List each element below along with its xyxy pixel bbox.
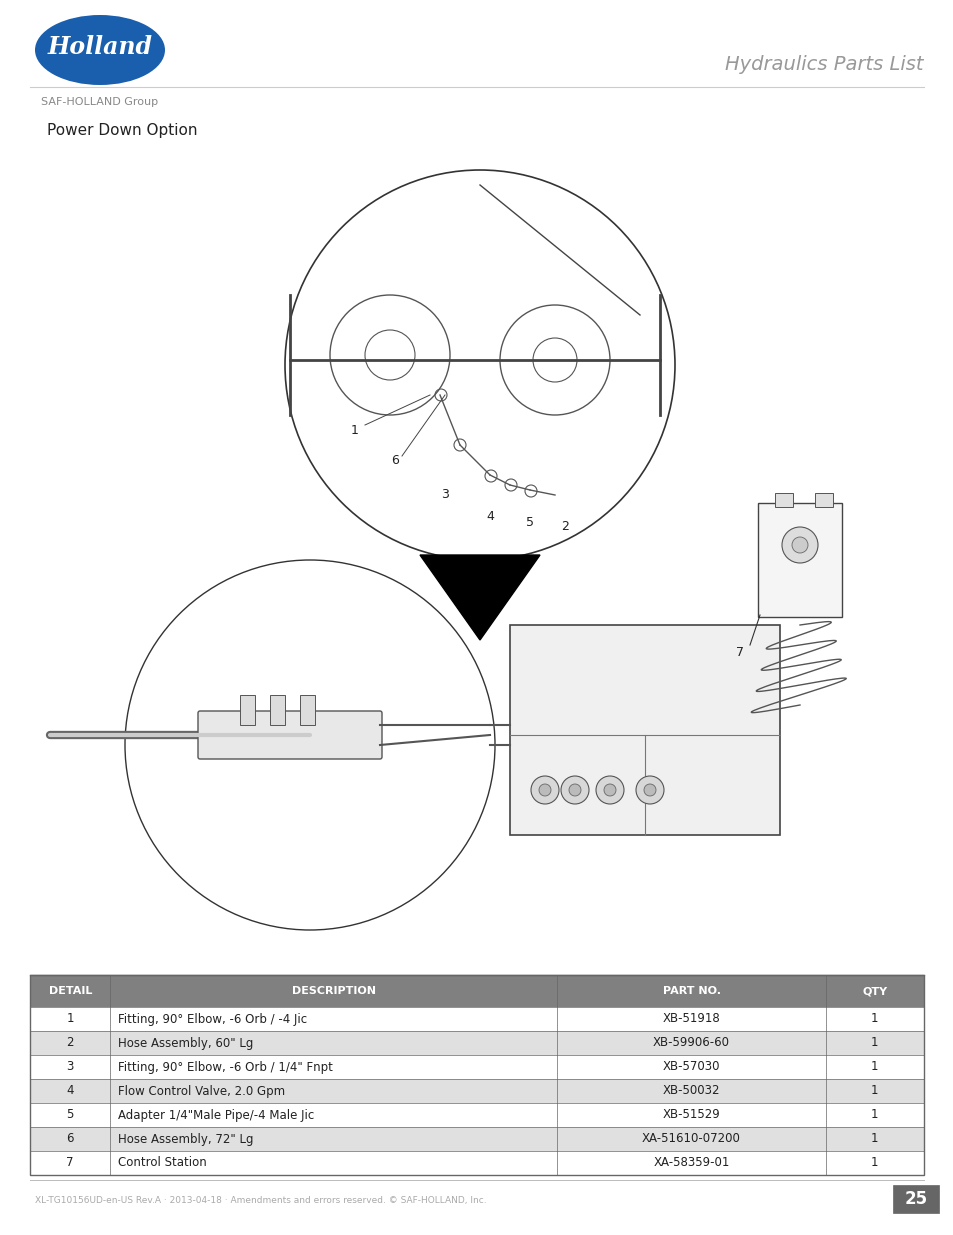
Circle shape [603, 784, 616, 797]
Text: 1: 1 [351, 424, 358, 436]
Text: 6: 6 [391, 453, 398, 467]
Text: 1: 1 [870, 1156, 878, 1170]
Text: XB-51918: XB-51918 [662, 1013, 720, 1025]
Circle shape [568, 784, 580, 797]
FancyBboxPatch shape [774, 493, 792, 508]
Text: Control Station: Control Station [118, 1156, 207, 1170]
Text: Hose Assembly, 72" Lg: Hose Assembly, 72" Lg [118, 1132, 253, 1146]
Text: Power Down Option: Power Down Option [47, 122, 197, 137]
Text: 3: 3 [67, 1061, 73, 1073]
Text: 1: 1 [870, 1013, 878, 1025]
Text: 1: 1 [870, 1132, 878, 1146]
Text: XB-51529: XB-51529 [662, 1109, 720, 1121]
Text: 2: 2 [67, 1036, 74, 1050]
Text: XA-58359-01: XA-58359-01 [653, 1156, 729, 1170]
Text: 25: 25 [903, 1191, 926, 1208]
Circle shape [531, 776, 558, 804]
Text: 3: 3 [440, 489, 449, 501]
Text: 2: 2 [560, 520, 568, 534]
Text: 5: 5 [525, 516, 534, 530]
FancyBboxPatch shape [892, 1186, 938, 1213]
Text: 4: 4 [67, 1084, 74, 1098]
Text: 1: 1 [67, 1013, 74, 1025]
Text: 1: 1 [870, 1109, 878, 1121]
Text: 1: 1 [870, 1061, 878, 1073]
FancyBboxPatch shape [30, 1031, 923, 1055]
FancyBboxPatch shape [30, 1079, 923, 1103]
Text: XB-57030: XB-57030 [662, 1061, 720, 1073]
Text: XB-59906-60: XB-59906-60 [653, 1036, 729, 1050]
FancyBboxPatch shape [30, 1128, 923, 1151]
Ellipse shape [35, 15, 165, 85]
FancyBboxPatch shape [240, 695, 254, 725]
FancyBboxPatch shape [814, 493, 832, 508]
Text: Hose Assembly, 60" Lg: Hose Assembly, 60" Lg [118, 1036, 253, 1050]
Text: PART NO.: PART NO. [662, 986, 720, 995]
Polygon shape [419, 555, 539, 640]
Text: 4: 4 [485, 510, 494, 524]
Circle shape [636, 776, 663, 804]
Text: 1: 1 [870, 1084, 878, 1098]
Text: 6: 6 [67, 1132, 74, 1146]
Text: 7: 7 [67, 1156, 74, 1170]
Text: Holland: Holland [48, 35, 152, 59]
FancyBboxPatch shape [30, 1055, 923, 1079]
FancyBboxPatch shape [30, 156, 923, 965]
Text: 7: 7 [735, 646, 743, 659]
FancyBboxPatch shape [198, 711, 381, 760]
Circle shape [538, 784, 551, 797]
Text: XL-TG10156UD-en-US Rev.A · 2013-04-18 · Amendments and errors reserved. © SAF-HO: XL-TG10156UD-en-US Rev.A · 2013-04-18 · … [35, 1195, 486, 1204]
Text: QTY: QTY [862, 986, 886, 995]
FancyBboxPatch shape [30, 1103, 923, 1128]
FancyBboxPatch shape [30, 1151, 923, 1174]
Text: XA-51610-07200: XA-51610-07200 [641, 1132, 740, 1146]
Text: XB-50032: XB-50032 [662, 1084, 720, 1098]
Circle shape [643, 784, 656, 797]
Text: Fitting, 90° Elbow, -6 Orb / -4 Jic: Fitting, 90° Elbow, -6 Orb / -4 Jic [118, 1013, 307, 1025]
FancyBboxPatch shape [30, 1007, 923, 1031]
Text: DETAIL: DETAIL [49, 986, 91, 995]
Text: Flow Control Valve, 2.0 Gpm: Flow Control Valve, 2.0 Gpm [118, 1084, 285, 1098]
Text: 1: 1 [870, 1036, 878, 1050]
Text: DESCRIPTION: DESCRIPTION [292, 986, 375, 995]
FancyBboxPatch shape [299, 695, 314, 725]
Text: ®: ® [153, 68, 162, 78]
Circle shape [560, 776, 588, 804]
Circle shape [781, 527, 817, 563]
FancyBboxPatch shape [30, 974, 923, 1007]
Text: SAF-HOLLAND Group: SAF-HOLLAND Group [41, 98, 158, 107]
FancyBboxPatch shape [270, 695, 285, 725]
Text: Fitting, 90° Elbow, -6 Orb / 1/4" Fnpt: Fitting, 90° Elbow, -6 Orb / 1/4" Fnpt [118, 1061, 333, 1073]
FancyBboxPatch shape [510, 625, 780, 835]
Text: Adapter 1/4"Male Pipe/-4 Male Jic: Adapter 1/4"Male Pipe/-4 Male Jic [118, 1109, 314, 1121]
Circle shape [791, 537, 807, 553]
Text: 5: 5 [67, 1109, 73, 1121]
Text: Hydraulics Parts List: Hydraulics Parts List [724, 56, 923, 74]
Circle shape [596, 776, 623, 804]
FancyBboxPatch shape [758, 503, 841, 618]
